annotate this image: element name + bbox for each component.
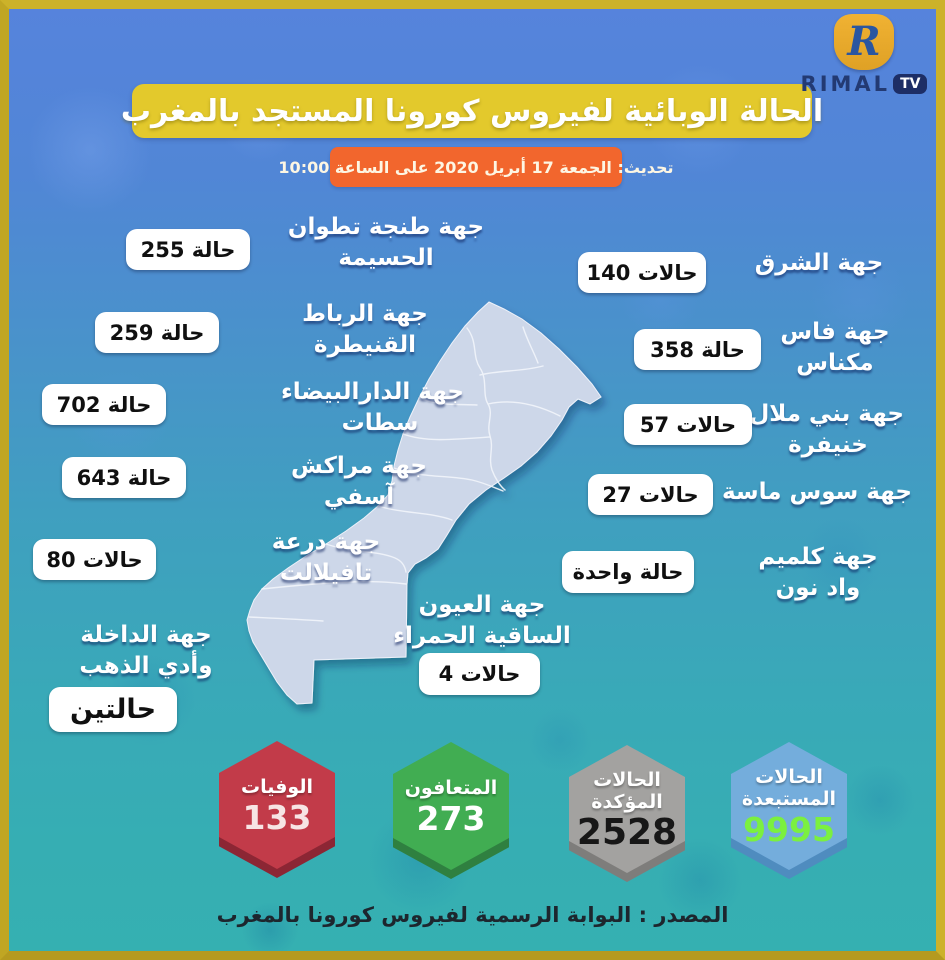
region-name-rabat-kenitra: جهة الرباط القنيطرة (302, 301, 428, 358)
cases-badge-souss: 27 حالات (588, 474, 713, 515)
source-text: المصدر : البوابة الرسمية لفيروس كورونا ب… (216, 903, 729, 927)
region-name-marrakech-safi: جهة مراكش آسفي (290, 453, 428, 510)
stat-label: الوفيات (241, 775, 313, 798)
cases-badge-beni-mellal: 57 حالات (624, 404, 752, 445)
logo-letter-r: R (847, 18, 881, 65)
stat-value: 9995 (743, 809, 835, 849)
region-name-souss-massa: جهة سوس ماسة (722, 479, 912, 505)
stat-value: 133 (242, 797, 312, 837)
cases-badge-fes: 358 حالة (634, 329, 761, 370)
stat-value: 2528 (576, 811, 678, 853)
logo-wordmark: RIMAL TV (793, 72, 935, 96)
stat-label: الحالات المستبعدة (741, 765, 837, 810)
update-timestamp-banner: تحديث: الجمعة 17 أبريل 2020 على الساعة 1… (278, 147, 674, 187)
cases-badge-rabat: 259 حالة (95, 312, 219, 353)
logo-brand-text: RIMAL (800, 72, 891, 96)
region-name-tanger-tetouan-alhoceima: جهة طنجة تطوان الحسيمة (287, 214, 485, 271)
region-name-fes-meknes: جهة فاس مكناس (780, 319, 890, 376)
logo-tv-badge: TV (893, 74, 928, 94)
cases-badge-casablanca: 702 حالة (42, 384, 166, 425)
main-title-banner: الحالة الوبائية لفيروس كورونا المستجد با… (121, 84, 823, 138)
cases-badge-draa: 80 حالات (33, 539, 156, 580)
region-name-guelmim-oued-noun: جهة كلميم واد نون (758, 544, 878, 601)
cases-badge-tanger: 255 حالة (126, 229, 250, 270)
stat-recovered-hexagon: المتعافون 273 (393, 742, 509, 879)
region-name-draa-tafilalet: جهة درعة تافيلالت (271, 529, 381, 586)
cases-badge-marrakech: 643 حالة (62, 457, 186, 498)
cases-badge-guelmim: حالة واحدة (562, 551, 694, 593)
stat-confirmed-hexagon: الحالات المؤكدة 2528 (569, 745, 685, 882)
cases-badge-oriental: 140 حالات (578, 252, 706, 293)
region-name-beni-mellal-khenifra: جهة بني ملال خنيفرة (749, 401, 904, 458)
stat-value: 273 (416, 798, 486, 838)
cases-badge-laayoune: 4 حالات (419, 653, 540, 695)
region-name-casablanca-settat: جهة الدارالبيضاء سطات (280, 379, 464, 436)
stat-label: الحالات المؤكدة (591, 768, 663, 813)
stat-excluded-hexagon: الحالات المستبعدة 9995 (731, 742, 847, 879)
cases-badge-dakhla: حالتين (49, 687, 177, 732)
stat-deaths-hexagon: الوفيات 133 (219, 741, 335, 878)
region-borders (248, 326, 561, 622)
region-name-dakhla-oued-eddahab: جهة الداخلة وأدي الذهب (79, 622, 213, 679)
rimal-logo-shield-icon: R (834, 14, 894, 70)
region-name-oriental: جهة الشرق (754, 250, 884, 276)
rimal-tv-logo: R RIMAL TV (793, 14, 935, 100)
stat-label: المتعافون (404, 776, 498, 799)
region-name-laayoune-sakia-elhamra: جهة العيون الساقية الحمراء (393, 592, 571, 649)
